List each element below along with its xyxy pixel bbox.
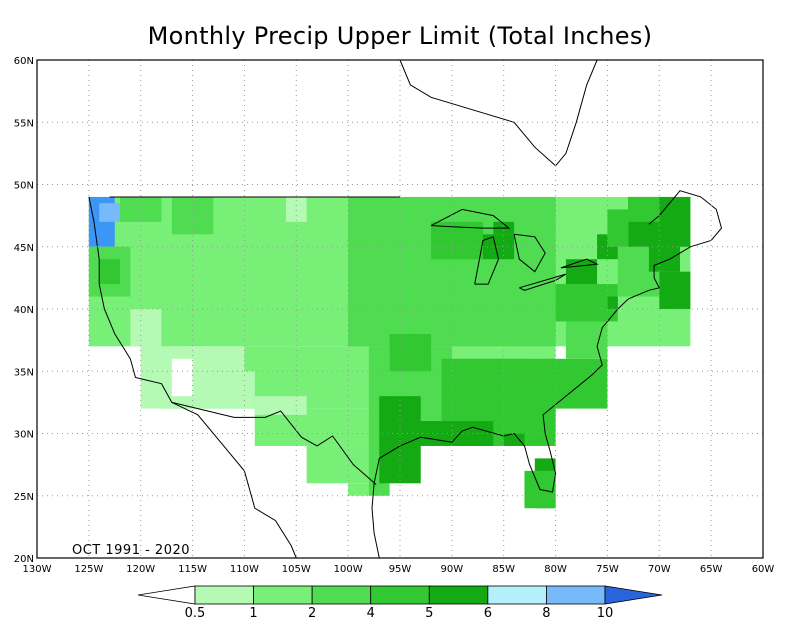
lon-tick-label: 80W (544, 564, 567, 575)
precip-cell (607, 296, 618, 309)
precip-cell (565, 259, 598, 285)
map-frame (36, 59, 764, 559)
precip-cell (171, 358, 193, 397)
north-america-coastline (88, 190, 723, 559)
lon-tick-label: 100W (334, 564, 363, 575)
map-title: Monthly Precip Upper Limit (Total Inches… (147, 22, 653, 50)
legend-label: 4 (367, 606, 375, 618)
legend-swatch (370, 585, 430, 605)
legend-swatch (604, 585, 663, 605)
great-lake-outline (560, 258, 599, 269)
coastline-outline (88, 59, 723, 559)
color-legend: 0.5 1 2 4 5 6 8 10 (137, 585, 663, 618)
precip-cell (99, 259, 120, 285)
lon-tick-label: 95W (389, 564, 412, 575)
lon-tick-label: 125W (74, 564, 103, 575)
precip-cell (130, 309, 162, 347)
lon-tick-label: 110W (230, 564, 259, 575)
precip-cell (659, 271, 691, 309)
lat-tick-label: 35N (14, 367, 34, 378)
legend-label: 10 (597, 606, 614, 618)
lat-tick-label: 50N (14, 181, 34, 192)
lon-tick-label: 75W (596, 564, 619, 575)
precip-cell (99, 203, 120, 222)
lat-tick-label: 60N (14, 56, 34, 67)
lat-tick-label: 55N (14, 118, 34, 129)
lon-tick-label: 90W (441, 564, 464, 575)
precip-cell (607, 209, 629, 247)
lat-tick-label: 40N (14, 305, 34, 316)
great-lake-outline (513, 233, 546, 273)
legend-label: 6 (484, 606, 492, 618)
lon-tick-label: 85W (492, 564, 515, 575)
legend-swatch (137, 585, 196, 605)
precip-cell (503, 433, 525, 446)
legend-label: 2 (308, 606, 316, 618)
lat-tick-label: 20N (14, 554, 34, 565)
hudson-bay-coastline (399, 59, 598, 167)
precip-cell (648, 234, 681, 272)
legend-label: 0.5 (185, 606, 206, 618)
lon-tick-label: 70W (648, 564, 671, 575)
lon-tick-label: 120W (126, 564, 155, 575)
latitude-tick-labels: 60N 55N 50N 45N 40N 35N 30N 25N 20N (14, 56, 34, 565)
graticule (37, 60, 763, 558)
legend-swatch (253, 585, 313, 605)
precip-cell (545, 358, 608, 409)
lat-tick-label: 25N (14, 492, 34, 503)
legend-label: 1 (249, 606, 257, 618)
lon-tick-label: 65W (700, 564, 723, 575)
period-label: OCT 1991 - 2020 (72, 543, 191, 558)
lat-tick-label: 30N (14, 430, 34, 441)
precip-cell (285, 196, 307, 222)
lon-tick-label: 105W (282, 564, 311, 575)
precip-cell (213, 371, 255, 409)
precip-cell (565, 321, 608, 359)
lon-tick-label: 60W (752, 564, 775, 575)
legend-swatch (311, 585, 372, 605)
great-lake-outline (430, 208, 511, 229)
legend-swatch (546, 585, 606, 605)
lon-tick-label: 130W (23, 564, 52, 575)
us-mexico-border (171, 401, 377, 485)
longitude-tick-labels: 130W 125W 120W 115W 110W 105W 100W 95W 90W 85W 80W… (23, 564, 775, 575)
legend-label: 8 (542, 606, 550, 618)
legend-swatch (487, 585, 547, 605)
legend-swatch (428, 585, 489, 605)
legend-swatch (194, 585, 254, 605)
lon-tick-label: 115W (178, 564, 207, 575)
precip-cell (389, 333, 432, 372)
great-lake-outline (474, 236, 500, 285)
precip-cell (119, 196, 162, 222)
precip-cell (254, 396, 307, 415)
precip-grid-cells (88, 196, 691, 509)
precip-cell (628, 196, 660, 222)
legend-label: 5 (425, 606, 433, 618)
lat-tick-label: 45N (14, 243, 34, 254)
